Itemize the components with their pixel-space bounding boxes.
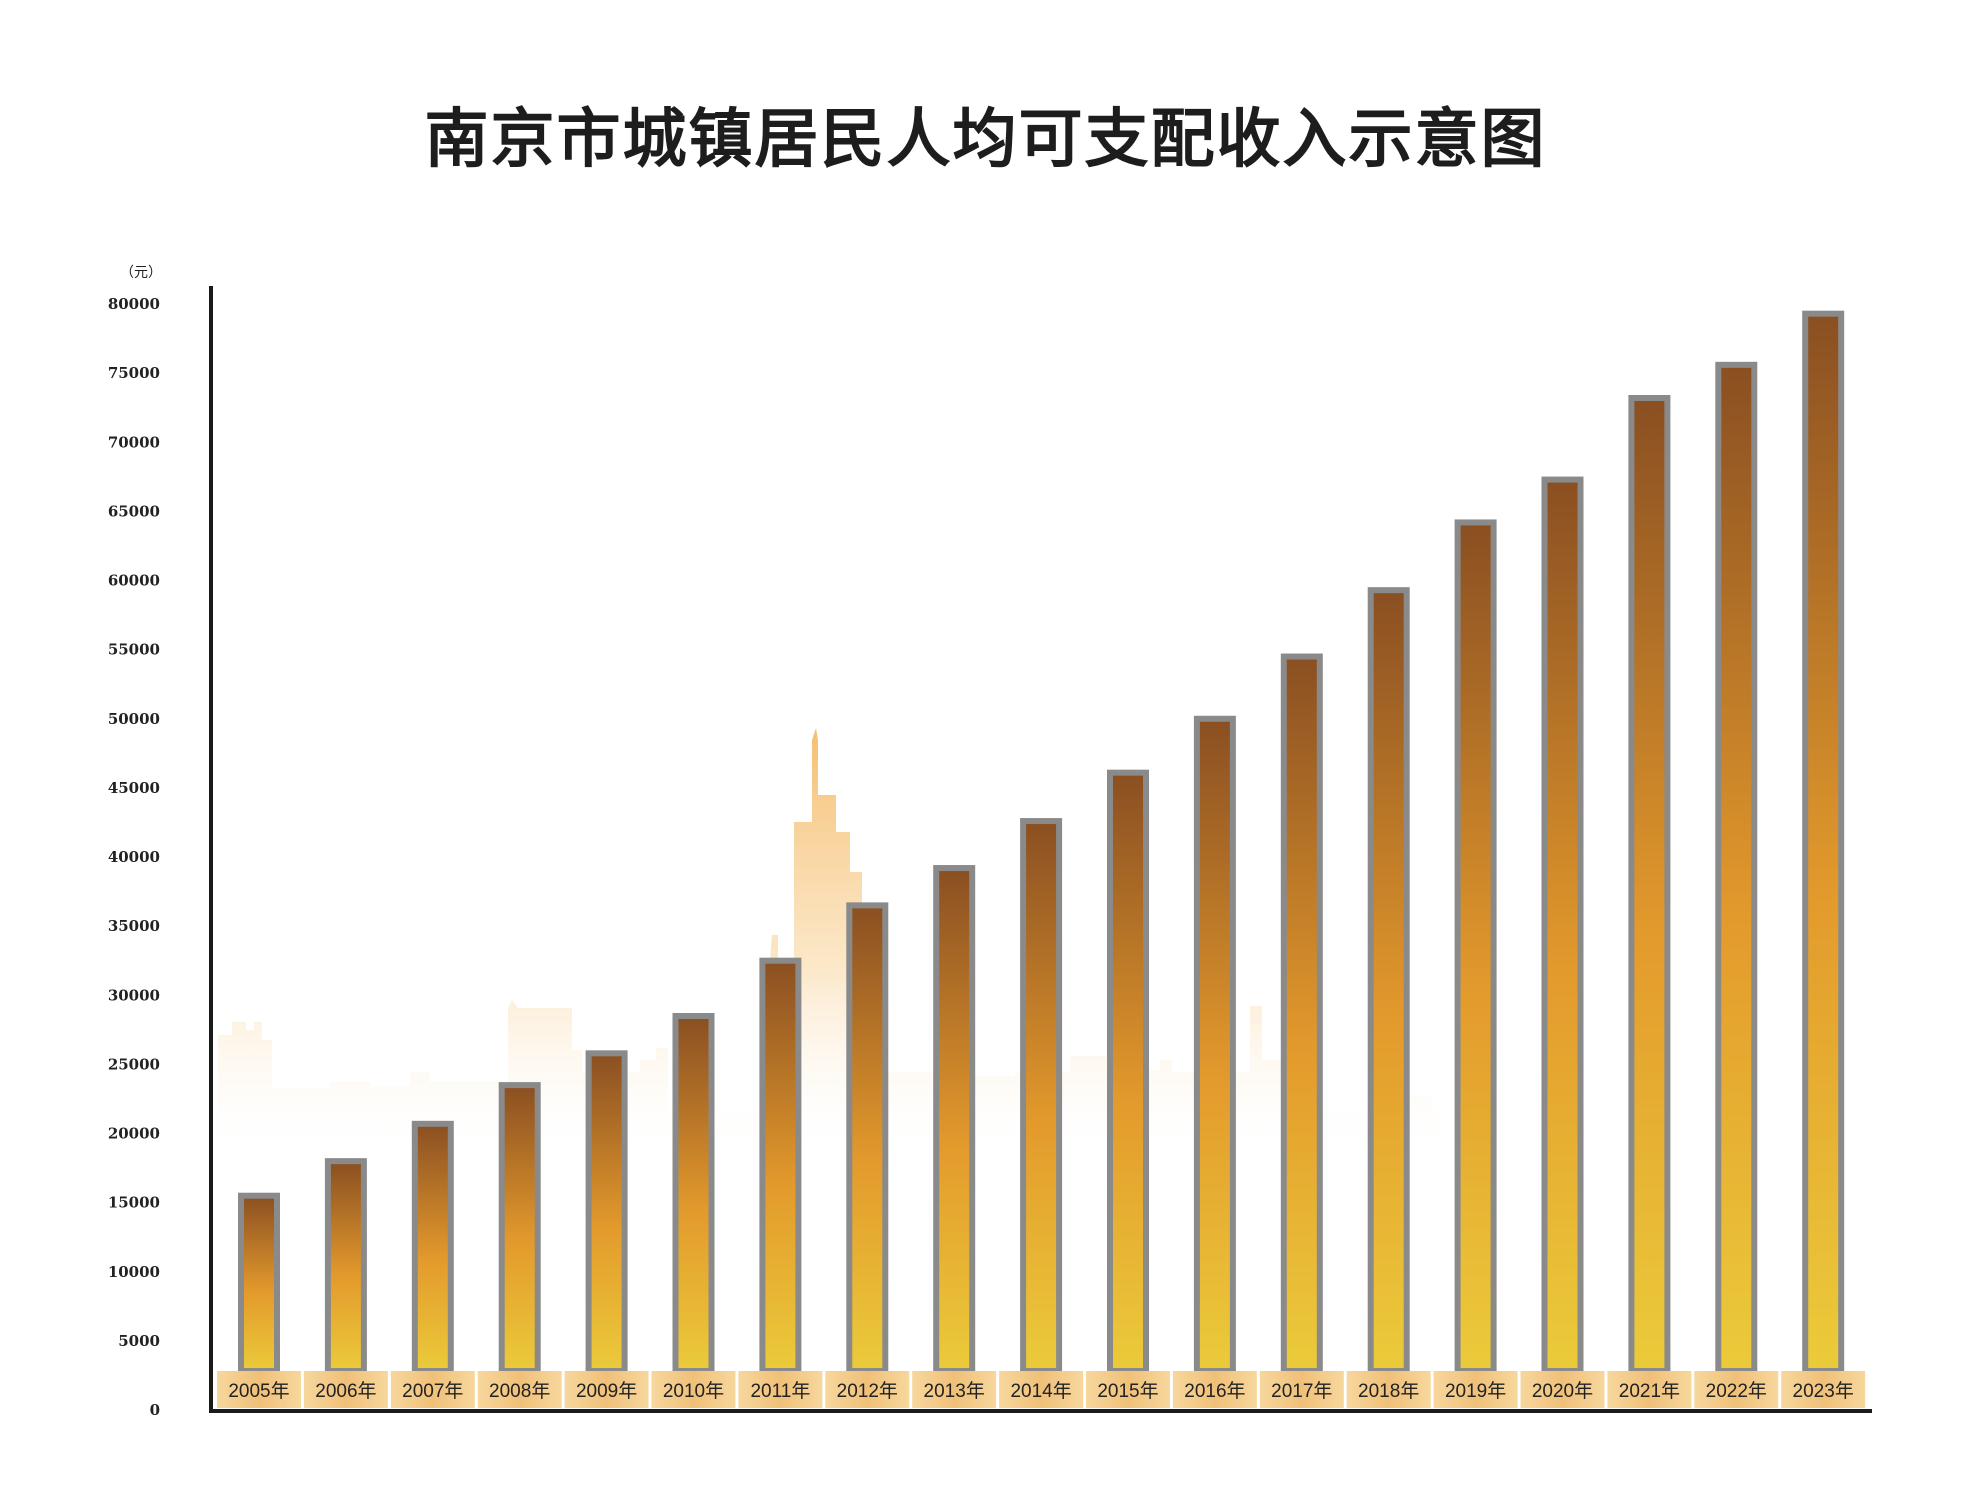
x-tick-label: 2011年 [750,1380,810,1402]
x-tick-label: 2013年 [924,1380,985,1402]
x-tick-label: 2017年 [1271,1380,1332,1402]
category-band-cell [912,1371,997,1408]
x-tick-label: 2023年 [1793,1380,1854,1402]
y-tick-label: 60000 [108,572,160,590]
chart-title: 南京市城镇居民人均可支配收入示意图 [424,102,1547,177]
bar-1 [238,1192,280,1375]
x-tick-label: 2015年 [1097,1380,1158,1402]
y-tick-label: 50000 [108,710,160,728]
bar-3 [411,1120,454,1375]
y-tick-label: 30000 [108,986,160,1004]
bar-9 [933,865,976,1374]
category-band-cell [1520,1371,1605,1408]
y-tick-label: 0 [150,1401,160,1419]
y-tick-label: 65000 [108,502,160,520]
y-tick-label: 80000 [108,295,160,313]
category-band-cell [651,1371,736,1408]
y-tick-label: 45000 [108,779,160,797]
x-tick-label: 2021年 [1619,1380,1680,1402]
x-tick-label: 2018年 [1358,1380,1419,1402]
y-tick-label: 15000 [108,1194,160,1212]
category-band-cell [477,1371,562,1408]
bar-13 [1280,653,1323,1374]
category-band-cell [303,1371,388,1408]
category-band-cell [1172,1371,1257,1408]
y-tick-label: 25000 [108,1055,160,1073]
bar-2 [324,1158,367,1375]
category-band-cell [217,1371,301,1408]
x-tick-label: 2007年 [402,1380,463,1402]
x-tick-label: 2010年 [663,1380,724,1402]
category-band-cell [1781,1371,1866,1408]
category-band-cell [1433,1371,1518,1408]
category-band-cell [390,1371,475,1408]
y-tick-label: 10000 [108,1263,160,1281]
category-band-cell [1607,1371,1692,1408]
x-tick-label: 2006年 [315,1380,376,1402]
y-tick-label: 40000 [108,848,160,866]
y-axis-unit-label: （元） [120,265,162,281]
x-tick-label: 2009年 [576,1380,637,1402]
city-skyline-decoration [218,728,1440,1160]
y-tick-label: 35000 [108,917,160,935]
bar-18 [1715,361,1758,1374]
bar-11 [1107,769,1149,1374]
bar-17 [1628,395,1671,1374]
category-band-cell [564,1371,649,1408]
bar-12 [1193,715,1236,1374]
category-band-cell [1086,1371,1170,1408]
y-tick-label: 20000 [108,1125,160,1143]
category-band-cell [825,1371,910,1408]
bar-5 [585,1050,628,1374]
x-tick-label: 2020年 [1532,1380,1593,1402]
category-band-cell [738,1371,823,1408]
category-band-cell [999,1371,1084,1408]
x-tick-label: 2008年 [489,1380,550,1402]
x-tick-label: 2016年 [1184,1380,1245,1402]
category-band-cell [1259,1371,1344,1408]
x-tick-label: 2005年 [228,1380,289,1402]
y-tick-label: 55000 [108,641,160,659]
x-tick-label: 2012年 [837,1380,898,1402]
bar-6 [672,1012,715,1374]
bar-8 [846,902,889,1374]
category-band-cell [1346,1371,1431,1408]
x-tick-label: 2019年 [1445,1380,1506,1402]
x-tick-label: 2014年 [1010,1380,1071,1402]
bar-4 [498,1082,541,1375]
bar-16 [1541,476,1584,1374]
y-tick-label: 75000 [108,364,160,382]
y-tick-label: 5000 [118,1332,160,1350]
bar-7 [759,957,802,1374]
category-band-cell [1694,1371,1779,1408]
x-tick-label: 2022年 [1706,1380,1767,1402]
bar-19 [1802,310,1845,1374]
bar-15 [1454,519,1497,1374]
category-label-band [217,1371,1866,1408]
bar-14 [1367,587,1410,1374]
bar-10 [1020,818,1063,1374]
y-tick-label: 70000 [108,433,160,451]
